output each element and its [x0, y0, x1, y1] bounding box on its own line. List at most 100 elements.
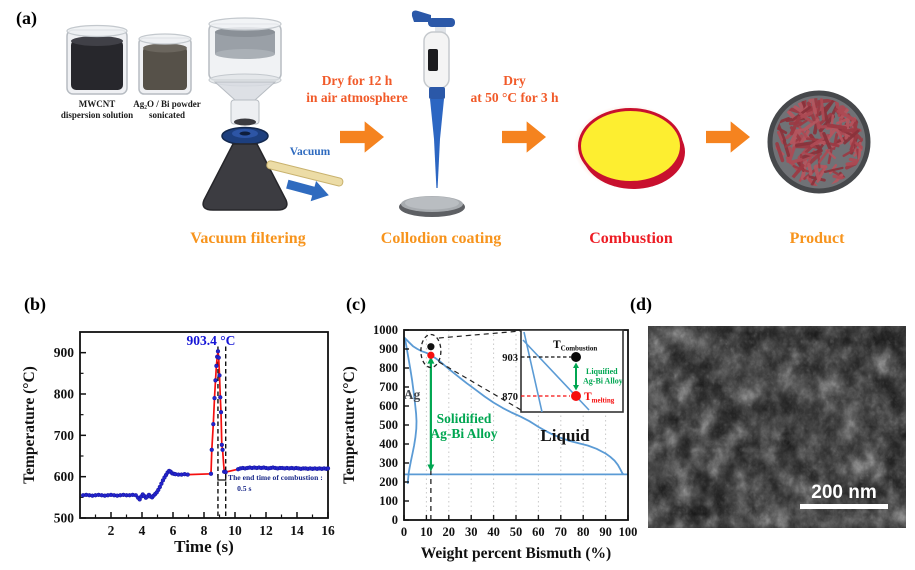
- y-tick-label: 1000: [373, 323, 398, 337]
- inset-tick-870: 870: [502, 392, 518, 403]
- nanofiber-rod: [842, 149, 855, 158]
- x-tick-label: 0: [401, 525, 407, 539]
- sem-texture-dots: [648, 326, 906, 528]
- inset-label-t-melting: Tmelting: [584, 391, 615, 405]
- process-arrow-3: [706, 121, 750, 153]
- inset-arrowhead-down: [573, 385, 579, 391]
- panel-d: (d): [622, 288, 914, 570]
- caption-combustion: Combustion: [589, 230, 673, 247]
- x-tick-label: 16: [321, 523, 335, 538]
- combustion-disc: [578, 108, 683, 184]
- nanofiber-rod: [813, 165, 821, 182]
- y-tick-label: 700: [379, 380, 398, 394]
- nanofiber-rod: [782, 139, 791, 157]
- y-tick-label: 700: [54, 428, 75, 443]
- inset-label-liquified-1: Liquified: [586, 367, 618, 376]
- panel-c: (c) 0 100 200 300 400 500 600 700 800 900 1000 0 10 2…: [340, 288, 642, 570]
- y-tick-label: 600: [54, 469, 75, 484]
- data-point: [218, 410, 224, 415]
- data-point: [208, 471, 214, 476]
- beaker-mwcnt: MWCNT dispersion solution: [61, 24, 133, 120]
- caption-collodion-coating: Collodion coating: [380, 230, 502, 247]
- beaker1-label-line2: dispersion solution: [61, 110, 133, 120]
- nanofiber-rod: [823, 166, 844, 173]
- ag_solvus-curve: [404, 337, 418, 484]
- nanofiber-rod: [801, 148, 823, 159]
- nanofiber-rod: [798, 112, 814, 124]
- x-tick-label: 6: [170, 523, 177, 538]
- nanofiber-rod: [775, 142, 785, 163]
- data-point: [219, 442, 224, 447]
- sem-image: 200 nm: [648, 326, 906, 528]
- x-tick-label: 70: [555, 525, 568, 539]
- inset-tick-903: 903: [502, 353, 518, 364]
- data-point: [213, 378, 218, 383]
- y-tick-label: 100: [379, 494, 398, 508]
- data-point: [215, 349, 221, 354]
- beaker2-label-line2: sonicated: [149, 110, 185, 120]
- phase-diagram-chart: 0 100 200 300 400 500 600 700 800 900 1000 0 10 20 30 4…: [341, 323, 637, 562]
- data-point: [185, 472, 190, 477]
- data-point: [223, 469, 228, 475]
- region-label-liquid: Liquid: [540, 426, 590, 445]
- y-tick-label: 300: [379, 456, 398, 470]
- nanofiber-rod: [789, 115, 801, 136]
- data-point: [214, 363, 219, 369]
- data-point: [212, 395, 217, 401]
- x-tick-label: 40: [487, 525, 500, 539]
- nanofiber-rod: [821, 106, 830, 126]
- beaker2-label-line1: Ag₂O / Bi powder: [133, 99, 200, 109]
- panel-c-tag: (c): [346, 294, 366, 314]
- region-label-ag: Ag: [404, 387, 421, 402]
- filtration-apparatus: Vacuum: [202, 17, 344, 211]
- x-tick-label: 60: [532, 525, 545, 539]
- nanofiber-rod: [777, 130, 785, 145]
- data-point: [220, 447, 225, 452]
- x-tick-label: 4: [139, 523, 146, 538]
- vacuum-label: Vacuum: [290, 146, 331, 158]
- melting-point: [427, 351, 435, 359]
- panel-a-tag: (a): [16, 8, 37, 28]
- inset-arrowhead-up: [573, 362, 579, 368]
- nanofiber-rod: [786, 106, 803, 114]
- y-tick-label: 0: [392, 513, 398, 527]
- y-tick-label: 400: [379, 437, 398, 451]
- nanofiber-rod: [788, 157, 803, 165]
- panel-b: (b) 500 600 700 800 900 2 4 6 8 10 12 14 16 Time (s) T…: [18, 288, 350, 570]
- vacuum-arrow-icon: [286, 179, 329, 202]
- end-annotation-line1: The end time of combustion :: [228, 473, 323, 482]
- y-axis-title: Temperature (°C): [21, 366, 38, 484]
- beaker1-label-line1: MWCNT: [79, 99, 116, 109]
- arrowhead-up: [427, 356, 435, 364]
- y-tick-label: 500: [54, 511, 75, 526]
- nanofiber-rod: [807, 162, 813, 176]
- nanofiber-rod: [799, 129, 810, 146]
- collodion-disc: [399, 196, 465, 217]
- data-point: [216, 355, 221, 360]
- y-tick-label: 900: [54, 345, 75, 360]
- combustion-window-bracket: [217, 474, 227, 481]
- y-tick-label: 800: [54, 387, 75, 402]
- nanofiber-rod: [837, 105, 843, 118]
- scale-bar: [800, 504, 888, 509]
- y-tick-label: 200: [379, 475, 398, 489]
- x-tick-label: 12: [259, 523, 273, 538]
- x-tick-label: 8: [201, 523, 208, 538]
- inset-label-liquified-2: Ag-Bi Alloy: [583, 377, 623, 386]
- inset-label-t-combustion: TCombustion: [553, 339, 597, 353]
- region-label-solidified-1: Solidified: [437, 411, 492, 426]
- inset-combustion-point: [571, 352, 581, 362]
- x-tick-label: 20: [443, 525, 456, 539]
- nanofiber-rod: [777, 123, 787, 142]
- nanofiber-rod: [840, 111, 857, 122]
- nanofiber-rod: [795, 140, 815, 147]
- x-tick-label: 80: [577, 525, 590, 539]
- x-tick-label: 14: [290, 523, 304, 538]
- y-tick-label: 800: [379, 361, 398, 375]
- data-point: [217, 373, 222, 378]
- x-tick-label: 10: [420, 525, 433, 539]
- y-axis-title: Temperature (°C): [341, 366, 358, 484]
- process-arrow-2: [502, 121, 546, 153]
- inset-connector-bottom: [438, 361, 522, 411]
